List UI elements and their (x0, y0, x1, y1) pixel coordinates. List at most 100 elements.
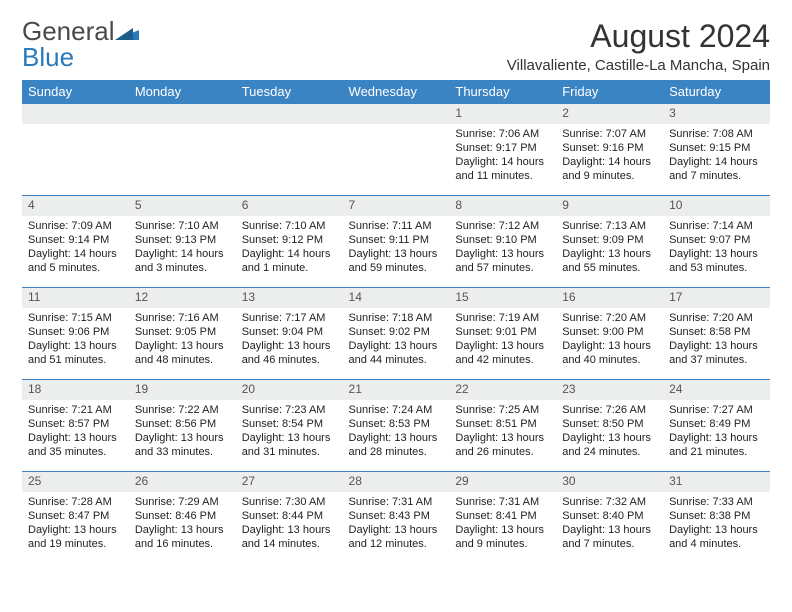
day-line: Sunrise: 7:28 AM (28, 495, 123, 509)
day-line: Daylight: 14 hours (135, 247, 230, 261)
day-line: and 42 minutes. (455, 353, 550, 367)
day-line: Daylight: 13 hours (669, 247, 764, 261)
day-line: Sunrise: 7:30 AM (242, 495, 337, 509)
day-number: 6 (236, 195, 343, 216)
day-details: Sunrise: 7:11 AMSunset: 9:11 PMDaylight:… (343, 216, 450, 280)
day-details: Sunrise: 7:23 AMSunset: 8:54 PMDaylight:… (236, 400, 343, 464)
day-number: 17 (663, 287, 770, 308)
day-number: 3 (663, 103, 770, 124)
day-line: Sunset: 8:41 PM (455, 509, 550, 523)
calendar-cell: 13Sunrise: 7:17 AMSunset: 9:04 PMDayligh… (236, 287, 343, 379)
page-title: August 2024 (507, 18, 770, 55)
day-line: Sunset: 9:16 PM (562, 141, 657, 155)
day-number: 11 (22, 287, 129, 308)
day-number: 9 (556, 195, 663, 216)
day-line: and 28 minutes. (349, 445, 444, 459)
day-line: and 26 minutes. (455, 445, 550, 459)
day-line: Daylight: 13 hours (455, 339, 550, 353)
weekday-header: Wednesday (343, 80, 450, 103)
day-line: and 59 minutes. (349, 261, 444, 275)
day-line: and 9 minutes. (562, 169, 657, 183)
calendar-cell: 4Sunrise: 7:09 AMSunset: 9:14 PMDaylight… (22, 195, 129, 287)
day-line: Sunrise: 7:07 AM (562, 127, 657, 141)
calendar-cell: 8Sunrise: 7:12 AMSunset: 9:10 PMDaylight… (449, 195, 556, 287)
calendar-cell: 30Sunrise: 7:32 AMSunset: 8:40 PMDayligh… (556, 471, 663, 563)
day-line: Sunset: 8:54 PM (242, 417, 337, 431)
day-details: Sunrise: 7:15 AMSunset: 9:06 PMDaylight:… (22, 308, 129, 372)
day-line: and 9 minutes. (455, 537, 550, 551)
day-details: Sunrise: 7:18 AMSunset: 9:02 PMDaylight:… (343, 308, 450, 372)
day-line: Sunset: 8:43 PM (349, 509, 444, 523)
calendar-cell: 6Sunrise: 7:10 AMSunset: 9:12 PMDaylight… (236, 195, 343, 287)
calendar-cell: 14Sunrise: 7:18 AMSunset: 9:02 PMDayligh… (343, 287, 450, 379)
day-line: and 24 minutes. (562, 445, 657, 459)
day-line: Daylight: 13 hours (242, 339, 337, 353)
day-line: Sunset: 8:40 PM (562, 509, 657, 523)
calendar-cell: 23Sunrise: 7:26 AMSunset: 8:50 PMDayligh… (556, 379, 663, 471)
day-line: and 46 minutes. (242, 353, 337, 367)
day-line: Sunset: 9:14 PM (28, 233, 123, 247)
day-line: Sunset: 8:58 PM (669, 325, 764, 339)
day-details: Sunrise: 7:10 AMSunset: 9:12 PMDaylight:… (236, 216, 343, 280)
day-number: 30 (556, 471, 663, 492)
day-line: Daylight: 13 hours (242, 523, 337, 537)
day-number: 13 (236, 287, 343, 308)
calendar-cell: 21Sunrise: 7:24 AMSunset: 8:53 PMDayligh… (343, 379, 450, 471)
day-line: Sunset: 8:51 PM (455, 417, 550, 431)
day-line: Daylight: 14 hours (455, 155, 550, 169)
day-line: Sunset: 8:47 PM (28, 509, 123, 523)
day-details: Sunrise: 7:06 AMSunset: 9:17 PMDaylight:… (449, 124, 556, 188)
calendar-week-row: 18Sunrise: 7:21 AMSunset: 8:57 PMDayligh… (22, 379, 770, 471)
day-line: and 31 minutes. (242, 445, 337, 459)
calendar-week-row: 25Sunrise: 7:28 AMSunset: 8:47 PMDayligh… (22, 471, 770, 563)
day-number-bar-empty (343, 103, 450, 124)
day-line: and 44 minutes. (349, 353, 444, 367)
day-line: Sunrise: 7:31 AM (455, 495, 550, 509)
day-line: Sunrise: 7:19 AM (455, 311, 550, 325)
day-number: 20 (236, 379, 343, 400)
day-line: and 7 minutes. (669, 169, 764, 183)
calendar-week-row: 1Sunrise: 7:06 AMSunset: 9:17 PMDaylight… (22, 103, 770, 195)
day-details: Sunrise: 7:16 AMSunset: 9:05 PMDaylight:… (129, 308, 236, 372)
calendar-cell: 16Sunrise: 7:20 AMSunset: 9:00 PMDayligh… (556, 287, 663, 379)
day-line: and 1 minute. (242, 261, 337, 275)
day-line: Sunset: 9:13 PM (135, 233, 230, 247)
day-line: and 57 minutes. (455, 261, 550, 275)
day-line: Sunset: 8:38 PM (669, 509, 764, 523)
day-number: 24 (663, 379, 770, 400)
day-line: Daylight: 14 hours (669, 155, 764, 169)
day-details: Sunrise: 7:08 AMSunset: 9:15 PMDaylight:… (663, 124, 770, 188)
day-line: Daylight: 13 hours (455, 523, 550, 537)
day-number-bar-empty (236, 103, 343, 124)
day-line: Sunrise: 7:27 AM (669, 403, 764, 417)
day-line: Daylight: 13 hours (349, 247, 444, 261)
day-details: Sunrise: 7:28 AMSunset: 8:47 PMDaylight:… (22, 492, 129, 556)
day-line: Sunrise: 7:23 AM (242, 403, 337, 417)
day-details: Sunrise: 7:29 AMSunset: 8:46 PMDaylight:… (129, 492, 236, 556)
calendar-table: SundayMondayTuesdayWednesdayThursdayFrid… (22, 80, 770, 563)
day-number: 28 (343, 471, 450, 492)
logo-word-2: Blue (22, 42, 74, 72)
day-line: Sunrise: 7:11 AM (349, 219, 444, 233)
day-line: Sunset: 9:11 PM (349, 233, 444, 247)
day-line: Daylight: 13 hours (28, 523, 123, 537)
day-details: Sunrise: 7:20 AMSunset: 8:58 PMDaylight:… (663, 308, 770, 372)
weekday-header-row: SundayMondayTuesdayWednesdayThursdayFrid… (22, 80, 770, 103)
day-line: and 51 minutes. (28, 353, 123, 367)
day-line: and 33 minutes. (135, 445, 230, 459)
day-line: Daylight: 14 hours (562, 155, 657, 169)
day-number: 4 (22, 195, 129, 216)
calendar-cell: 25Sunrise: 7:28 AMSunset: 8:47 PMDayligh… (22, 471, 129, 563)
day-line: Sunrise: 7:21 AM (28, 403, 123, 417)
calendar-cell (22, 103, 129, 195)
day-line: Daylight: 13 hours (562, 431, 657, 445)
calendar-cell: 19Sunrise: 7:22 AMSunset: 8:56 PMDayligh… (129, 379, 236, 471)
day-details: Sunrise: 7:26 AMSunset: 8:50 PMDaylight:… (556, 400, 663, 464)
day-number: 19 (129, 379, 236, 400)
day-line: and 7 minutes. (562, 537, 657, 551)
weekday-header: Saturday (663, 80, 770, 103)
day-number: 8 (449, 195, 556, 216)
calendar-cell (129, 103, 236, 195)
day-line: Sunrise: 7:26 AM (562, 403, 657, 417)
day-line: Sunrise: 7:20 AM (562, 311, 657, 325)
